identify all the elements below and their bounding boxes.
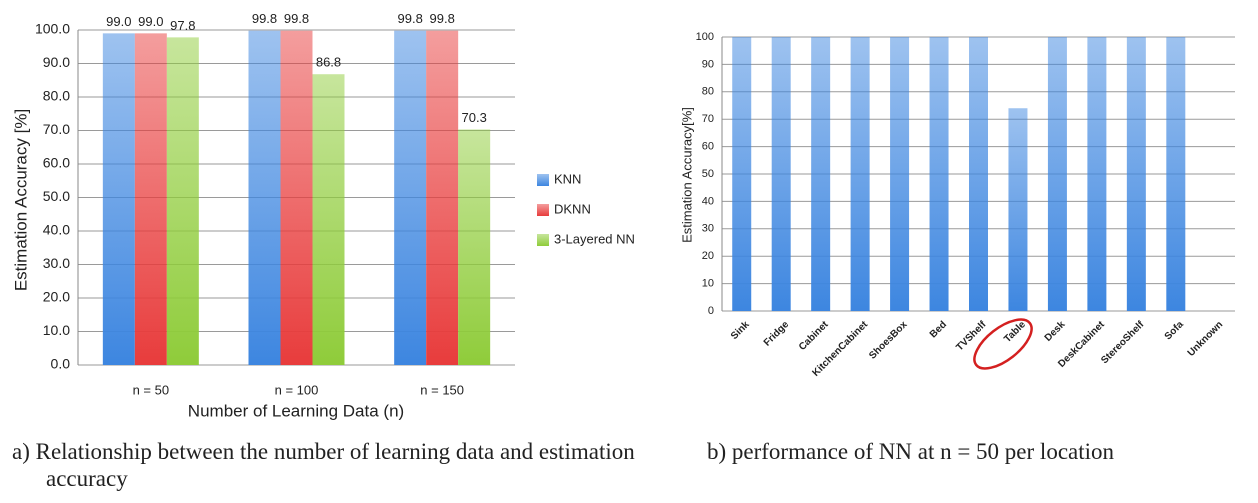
bar [1126, 37, 1146, 311]
value-label: 99.8 [398, 11, 423, 26]
y-tick-label: 30.0 [43, 255, 70, 271]
x-tick-label: Unknown [1186, 319, 1226, 359]
bar [280, 30, 313, 365]
x-tick-label: Sofa [1163, 319, 1186, 342]
y-tick-label: 40 [702, 195, 714, 207]
y-tick-label: 10 [702, 278, 714, 290]
y-tick-label: 60.0 [43, 155, 70, 171]
x-tick-label: n = 100 [275, 382, 319, 397]
y-tick-label: 70.0 [43, 121, 70, 137]
bar [850, 37, 870, 311]
y-tick-label: 100.0 [35, 21, 70, 37]
x-tick-label: TVShelf [954, 319, 989, 354]
y-tick-label: 20.0 [43, 289, 70, 305]
value-label: 86.8 [316, 55, 341, 70]
bar [1008, 108, 1028, 312]
legend-label: 3-Layered NN [554, 231, 635, 246]
bar [1166, 37, 1186, 311]
bar [458, 129, 491, 365]
bar [969, 37, 988, 311]
bar [1087, 37, 1107, 311]
x-tick-label: ShoesBox [867, 319, 910, 362]
caption: a) Relationship between the number of le… [12, 439, 635, 491]
bar [1047, 37, 1067, 311]
x-tick-label: StereoShelf [1099, 319, 1147, 367]
value-label: 99.0 [106, 14, 131, 29]
y-tick-label: 60 [702, 141, 714, 153]
legend-swatch [537, 204, 549, 216]
bar [929, 37, 949, 311]
y-axis-label: Estimation Accuracy[%] [679, 107, 694, 243]
bar [732, 37, 752, 311]
x-axis-label: Number of Learning Data (n) [188, 401, 404, 420]
y-tick-label: 30 [702, 223, 714, 235]
legend-swatch [537, 234, 549, 246]
y-tick-label: 90 [702, 58, 714, 70]
value-label: 70.3 [462, 110, 487, 125]
y-tick-label: 40.0 [43, 222, 70, 238]
y-tick-label: 90.0 [43, 54, 70, 70]
bar [771, 37, 791, 311]
bar [248, 30, 281, 365]
x-tick-label: Desk [1043, 319, 1068, 344]
y-axis-label: Estimation Accuracy [%] [11, 109, 30, 291]
value-label: 99.8 [252, 11, 277, 26]
x-tick-label: n = 50 [133, 382, 170, 397]
y-tick-label: 0 [708, 305, 714, 317]
legend-label: KNN [554, 171, 581, 186]
value-label: 97.8 [170, 18, 195, 33]
bar [811, 37, 831, 311]
y-tick-label: 70 [702, 113, 714, 125]
highlight-ellipse [973, 318, 1033, 370]
bar [890, 37, 910, 311]
value-label: 99.8 [430, 11, 455, 26]
y-tick-label: 20 [702, 250, 714, 262]
x-tick-label: Sink [729, 319, 752, 342]
bar [312, 74, 345, 365]
x-tick-label: Cabinet [797, 319, 831, 353]
bar [426, 30, 459, 365]
caption: b) performance of NN at n = 50 per locat… [707, 439, 1115, 464]
legend-label: DKNN [554, 201, 591, 216]
y-tick-label: 50 [702, 168, 714, 180]
bar [394, 30, 427, 365]
value-label: 99.8 [284, 11, 309, 26]
y-tick-label: 80.0 [43, 88, 70, 104]
y-tick-label: 10.0 [43, 322, 70, 338]
y-tick-label: 0.0 [51, 356, 71, 372]
value-label: 99.0 [138, 14, 163, 29]
x-tick-label: Bed [928, 319, 949, 340]
bar [166, 37, 199, 366]
bar [134, 33, 167, 365]
bar [102, 33, 135, 365]
legend-swatch [537, 174, 549, 186]
y-tick-label: 80 [702, 86, 714, 98]
y-tick-label: 50.0 [43, 188, 70, 204]
charts: Estimation Accuracy [%] Number of Learni… [11, 11, 1235, 420]
y-tick-label: 100 [696, 31, 714, 43]
x-tick-label: Fridge [762, 319, 792, 349]
x-tick-label: n = 150 [420, 382, 464, 397]
